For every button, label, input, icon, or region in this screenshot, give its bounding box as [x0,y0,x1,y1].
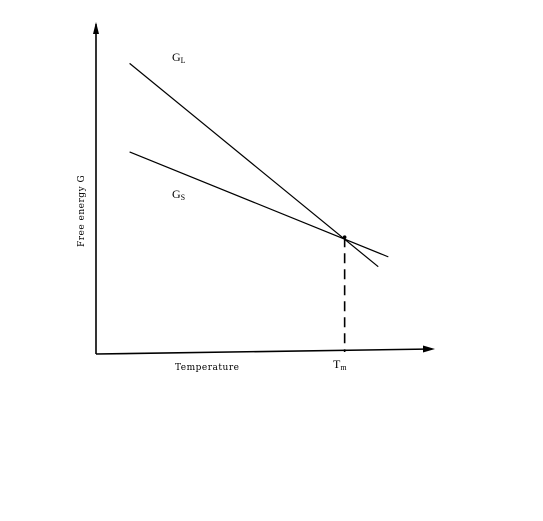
y-axis-label: Free energy G [77,175,87,247]
intersection-point [342,235,347,239]
series-line-gl [129,62,379,268]
x-axis [95,348,433,355]
series-line-gs [129,151,389,258]
x-axis-label: Temperature [175,363,239,373]
y-axis-arrow [93,22,99,34]
series-label-gl: GL [172,50,186,65]
series-label-gs: GS [172,187,185,202]
x-axis-arrow [423,345,435,353]
melting-temperature-label: Tm [333,357,347,372]
